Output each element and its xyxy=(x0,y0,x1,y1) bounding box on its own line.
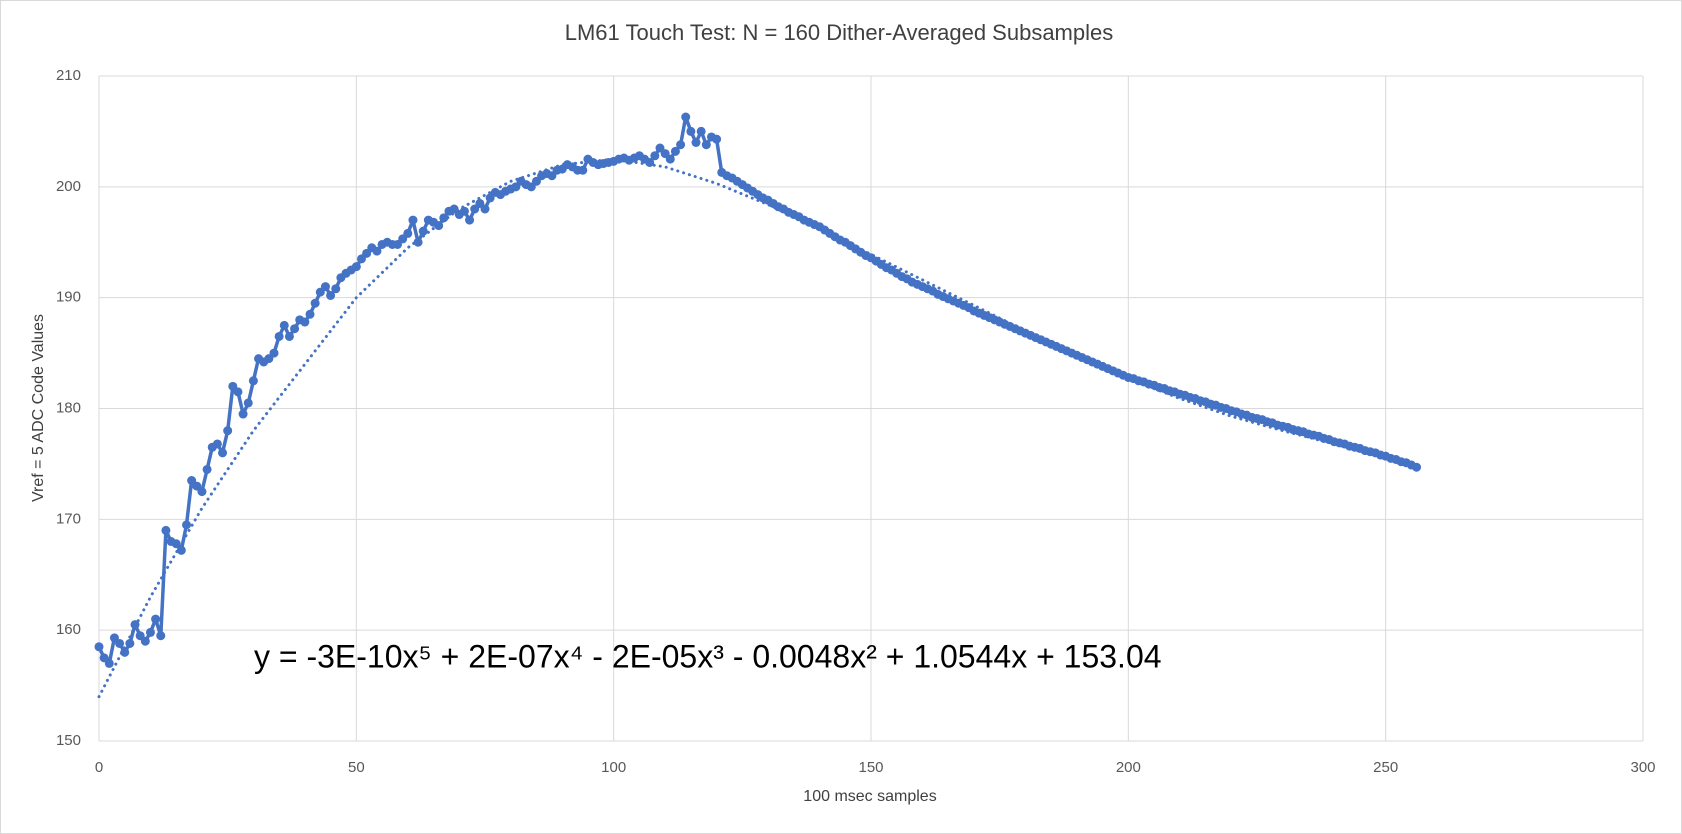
data-point xyxy=(408,215,418,225)
trendline-equation: y = -3E-10x⁵ + 2E-07x⁴ - 2E-05x³ - 0.004… xyxy=(254,638,1162,674)
data-point xyxy=(372,246,382,256)
data-point xyxy=(310,298,320,308)
data-point xyxy=(696,126,706,136)
trendline xyxy=(97,157,1418,699)
y-tick-label: 150 xyxy=(56,732,81,749)
data-point xyxy=(104,658,114,668)
data-point xyxy=(145,627,155,637)
data-point xyxy=(269,348,279,358)
x-tick-label: 300 xyxy=(1630,759,1655,776)
x-tick-label: 200 xyxy=(1116,759,1141,776)
data-point xyxy=(284,331,294,341)
data-point xyxy=(665,154,675,164)
data-point xyxy=(480,204,490,214)
data-point xyxy=(212,439,222,449)
data-point xyxy=(233,387,243,397)
x-tick-label: 100 xyxy=(601,759,626,776)
y-tick-label: 170 xyxy=(56,510,81,527)
data-point xyxy=(202,464,212,474)
x-tick-label: 150 xyxy=(858,759,883,776)
data-point xyxy=(712,134,722,144)
x-tick-label: 50 xyxy=(348,759,365,776)
data-point xyxy=(238,409,248,419)
data-point xyxy=(94,642,104,652)
data-point xyxy=(243,398,253,408)
data-point xyxy=(578,165,588,175)
data-point xyxy=(120,647,130,657)
data-point xyxy=(351,262,361,272)
data-point xyxy=(140,636,150,646)
y-tick-label: 190 xyxy=(56,289,81,306)
data-point xyxy=(223,426,233,436)
data-point xyxy=(439,213,449,223)
x-tick-label: 250 xyxy=(1373,759,1398,776)
y-tick-label: 200 xyxy=(56,178,81,195)
data-point xyxy=(300,317,310,327)
data-point xyxy=(156,631,166,641)
data-point xyxy=(676,140,686,150)
data-point xyxy=(151,614,161,624)
y-tick-label: 210 xyxy=(56,67,81,84)
data-point xyxy=(197,487,207,497)
data-point xyxy=(681,112,691,122)
data-point xyxy=(305,309,315,319)
data-point xyxy=(248,376,258,386)
data-point xyxy=(413,237,423,247)
data-point xyxy=(176,545,186,555)
y-axis-label: Vref = 5 ADC Code Values xyxy=(30,314,47,502)
data-point xyxy=(691,138,701,147)
data-point xyxy=(331,284,341,294)
x-tick-label: 0 xyxy=(95,759,103,776)
data-point xyxy=(326,290,336,300)
y-tick-label: 160 xyxy=(56,621,81,638)
data-point xyxy=(320,282,330,292)
data-point xyxy=(459,206,469,216)
data-point xyxy=(465,215,475,225)
data-point xyxy=(290,324,300,334)
data-point xyxy=(701,140,711,150)
data-point xyxy=(218,448,228,458)
data-point xyxy=(115,638,125,648)
y-tick-label: 180 xyxy=(56,399,81,416)
data-point xyxy=(403,228,413,238)
data-point xyxy=(1412,462,1422,472)
data-point xyxy=(418,226,428,236)
data-point xyxy=(686,126,696,136)
data-point xyxy=(650,151,660,161)
data-point xyxy=(670,146,680,156)
data-point xyxy=(274,331,284,341)
chart-title: LM61 Touch Test: N = 160 Dither-Averaged… xyxy=(565,20,1114,45)
data-point xyxy=(279,320,289,330)
data-point xyxy=(181,520,191,530)
data-point xyxy=(161,525,171,535)
x-axis-label: 100 msec samples xyxy=(803,788,936,805)
data-point xyxy=(130,620,140,630)
